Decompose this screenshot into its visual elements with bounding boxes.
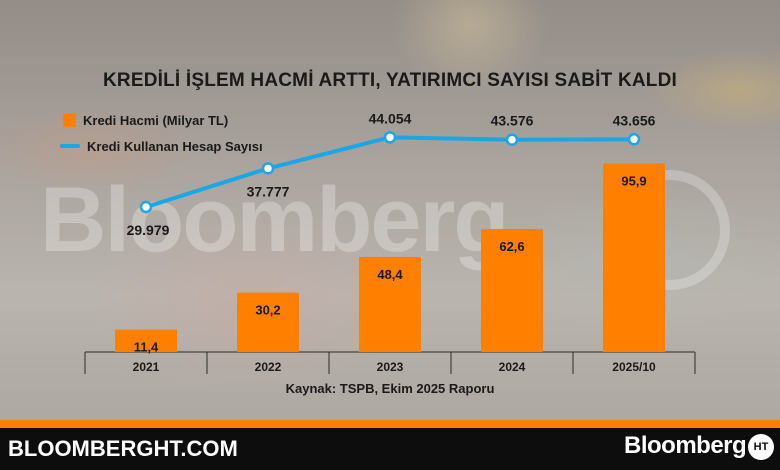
line-value-label: 37.777 [247,183,290,199]
legend-label-line: Kredi Kullanan Hesap Sayısı [87,138,263,154]
blue-line-icon [60,144,80,148]
x-tick-label: 2025/10 [612,360,656,374]
line-point [383,131,397,144]
chart-background: Bloomberg KREDİLİ İŞLEM HACMİ ARTTI, YAT… [0,0,780,420]
ht-logo-icon: HT [748,434,774,460]
bar-2021 [115,329,177,352]
footer-accent-stripe [0,420,780,428]
x-tick-label: 2024 [499,360,526,374]
line-value-label: 43.656 [613,112,656,128]
x-tick-label: 2022 [255,360,282,374]
bloomberg-logo: Bloomberg [624,432,747,459]
legend-item-line: Kredi Kullanan Hesap Sayısı [60,133,263,159]
line-point [139,200,153,214]
chart-title: KREDİLİ İŞLEM HACMİ ARTTI, YATIRIMCI SAY… [103,70,677,91]
orange-square-icon [63,113,76,127]
bar-value-label: 11,4 [134,340,159,355]
bar-value-label: 30,2 [255,303,280,318]
line-point [627,133,641,146]
chart-source: Kaynak: TSPB, Ekim 2025 Raporu [285,381,495,396]
chart-legend: Kredi Hacmi (Milyar TL) Kredi Kullanan H… [60,107,263,159]
bar-value-label: 62,6 [499,239,524,254]
bar-2025/10 [603,163,665,352]
line-value-label: 43.576 [491,113,534,129]
legend-item-bars: Kredi Hacmi (Milyar TL) [60,107,263,133]
footer-bar: BLOOMBERGHT.COM Bloomberg HT [0,420,780,470]
legend-label-bars: Kredi Hacmi (Milyar TL) [83,112,229,128]
bar-value-label: 48,4 [377,267,403,282]
bar-2023 [359,256,421,352]
line-value-label: 29.979 [127,222,170,238]
bar-value-label: 95,9 [621,174,646,189]
line-series-account-count [145,135,635,209]
bar-2022 [237,292,299,352]
chart-plot: 11,4 30,2 48,4 62,6 95,9 2021 2022 2023 2024 2025… [115,110,665,374]
bar-2024 [481,228,543,352]
line-value-label: 44.054 [369,110,412,126]
x-tick-label: 2023 [377,360,404,374]
line-point [505,133,519,146]
site-url[interactable]: BLOOMBERGHT.COM [8,436,238,461]
bloomberg-watermark: Bloomberg [40,169,510,271]
line-point [261,162,275,175]
x-tick-label: 2021 [133,360,160,374]
